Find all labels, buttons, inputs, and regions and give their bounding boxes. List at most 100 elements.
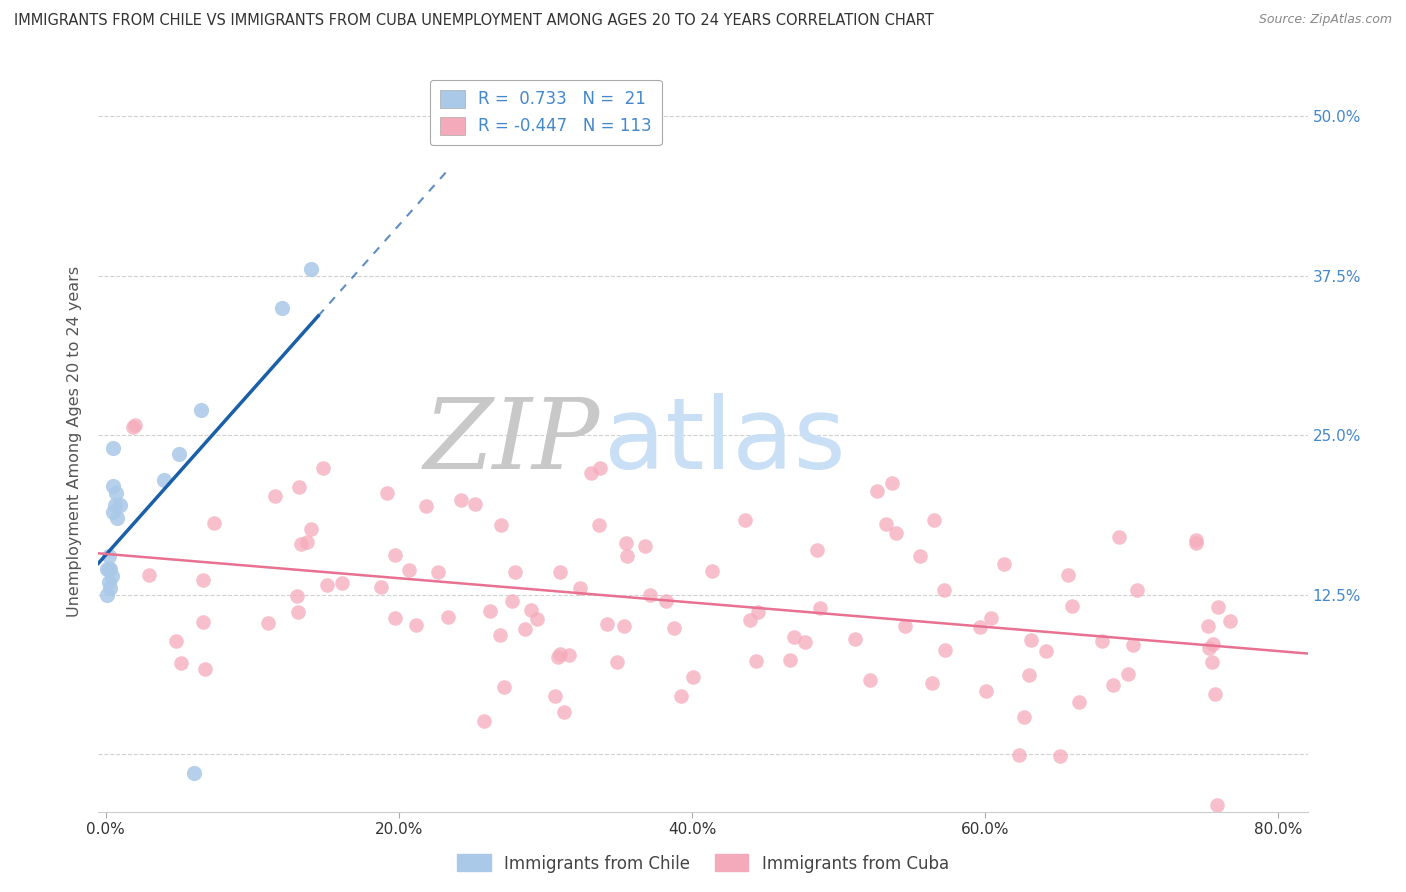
Point: [908, 549, 931, 563]
Point: [1197, 619, 1219, 633]
Point: [884, 526, 907, 541]
Point: [287, 605, 309, 619]
Point: [638, 589, 661, 603]
Point: [702, 564, 724, 578]
Point: [270, 301, 292, 315]
Point: [285, 589, 308, 603]
Point: [568, 581, 591, 595]
Point: [167, 447, 190, 461]
Point: [595, 617, 617, 632]
Point: [101, 505, 124, 519]
Point: [264, 489, 287, 503]
Point: [526, 611, 548, 625]
Point: [191, 574, 214, 588]
Point: [1122, 638, 1144, 652]
Point: [96, 588, 118, 602]
Point: [783, 630, 806, 644]
Point: [100, 568, 122, 582]
Point: [1108, 530, 1130, 544]
Point: [1201, 637, 1223, 651]
Point: [793, 635, 815, 649]
Point: [375, 485, 398, 500]
Point: [107, 511, 129, 525]
Point: [557, 648, 579, 663]
Point: [875, 516, 897, 531]
Point: [1091, 634, 1114, 648]
Point: [194, 661, 217, 675]
Point: [98, 582, 121, 596]
Point: [405, 617, 427, 632]
Point: [290, 537, 312, 551]
Point: [613, 618, 636, 632]
Point: [464, 497, 486, 511]
Point: [138, 567, 160, 582]
Point: [297, 535, 319, 549]
Point: [257, 615, 280, 630]
Point: [103, 499, 125, 513]
Point: [969, 620, 991, 634]
Point: [810, 600, 832, 615]
Point: [169, 656, 191, 670]
Point: [330, 576, 353, 591]
Point: [924, 513, 946, 527]
Point: [934, 643, 956, 657]
Point: [738, 613, 761, 627]
Point: [1185, 535, 1208, 549]
Point: [882, 475, 904, 490]
Point: [153, 473, 176, 487]
Point: [1185, 533, 1208, 548]
Point: [520, 603, 543, 617]
Point: [921, 675, 943, 690]
Point: [553, 705, 575, 719]
Point: [1126, 583, 1149, 598]
Point: [1057, 567, 1080, 582]
Point: [121, 420, 143, 434]
Point: [492, 680, 515, 694]
Point: [1069, 695, 1091, 709]
Point: [503, 565, 526, 579]
Point: [1062, 599, 1084, 613]
Point: [1035, 644, 1057, 658]
Point: [193, 615, 215, 630]
Point: [202, 516, 225, 530]
Point: [501, 594, 523, 608]
Point: [655, 593, 678, 607]
Point: [190, 402, 212, 417]
Point: [682, 670, 704, 684]
Point: [450, 492, 472, 507]
Point: [398, 563, 420, 577]
Point: [288, 480, 311, 494]
Point: [101, 441, 124, 455]
Point: [513, 623, 536, 637]
Point: [745, 654, 768, 668]
Point: [543, 690, 565, 704]
Point: [384, 548, 406, 562]
Point: [1219, 614, 1241, 628]
Text: IMMIGRANTS FROM CHILE VS IMMIGRANTS FROM CUBA UNEMPLOYMENT AMONG AGES 20 TO 24 Y: IMMIGRANTS FROM CHILE VS IMMIGRANTS FROM…: [14, 13, 934, 29]
Point: [110, 499, 132, 513]
Point: [1049, 749, 1071, 764]
Point: [124, 418, 146, 433]
Point: [1018, 667, 1040, 681]
Point: [1204, 687, 1226, 701]
Point: [97, 549, 120, 564]
Point: [478, 604, 501, 618]
Point: [1019, 632, 1042, 647]
Point: [491, 517, 513, 532]
Point: [634, 539, 657, 553]
Point: [315, 578, 337, 592]
Point: [415, 499, 437, 513]
Point: [606, 656, 628, 670]
Point: [980, 611, 1002, 625]
Point: [589, 460, 612, 475]
Point: [669, 690, 692, 704]
Point: [548, 647, 571, 661]
Point: [299, 522, 322, 536]
Legend: R =  0.733   N =  21, R = -0.447   N = 113: R = 0.733 N = 21, R = -0.447 N = 113: [430, 79, 662, 145]
Point: [384, 611, 406, 625]
Point: [664, 621, 686, 635]
Point: [588, 518, 610, 533]
Point: [98, 562, 121, 576]
Point: [472, 714, 495, 729]
Point: [616, 549, 638, 563]
